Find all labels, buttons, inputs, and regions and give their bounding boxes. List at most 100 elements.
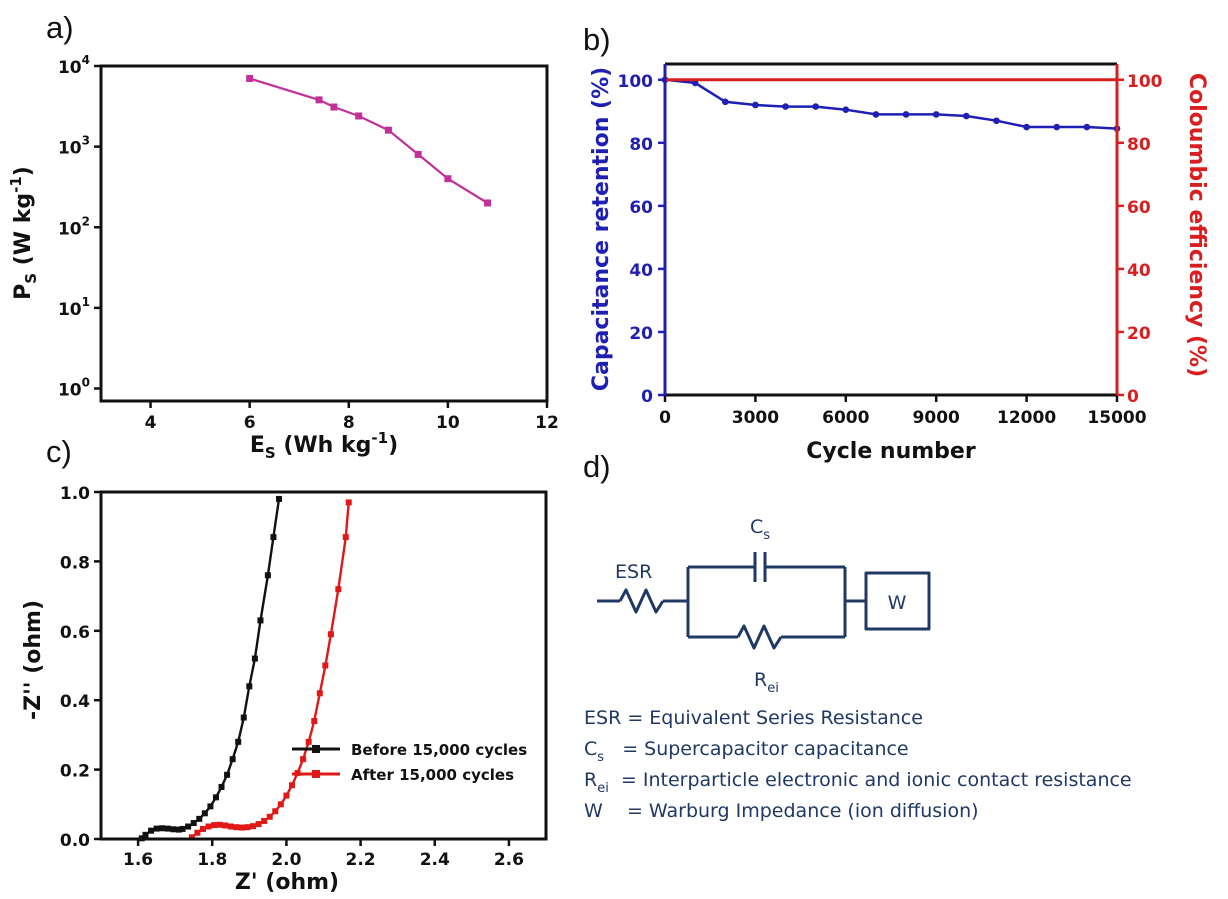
chart-a-point [315,96,323,104]
chart-c-after-point [322,662,329,669]
chart-c-y-tick-label: 0.6 [60,623,90,643]
chart-b-left-tick-label: 100 [618,72,654,92]
chart-a-x-axis-label: ES (Wh kg-1) [250,429,398,462]
chart-c-before-point [240,714,247,721]
chart-c-before-point [229,756,236,763]
chart-a-point [414,150,422,158]
chart-c-after-point [261,817,268,824]
circuit-legend-line: W = Warburg Impedance (ion diffusion) [584,800,979,822]
legend-label-before: Before 15,000 cycles [351,741,527,759]
chart-c-x-tick-label: 1.8 [197,850,227,870]
chart-c-after-point [250,823,257,830]
circuit-legend-description: = Equivalent Series Resistance [627,707,923,729]
chart-b-retention-point [1083,123,1091,131]
chart-c-after-point [272,808,279,815]
chart-c-x-tick-label: 2.0 [271,850,301,870]
circuit-legend-symbol: ESR [584,707,621,729]
chart-c-before-point [142,831,149,838]
chart-c-after-point [244,824,251,831]
circuit-legend-gap [609,769,621,791]
chart-c-y-ticks: 0.0 0.2 0.4 0.6 0.8 1.0 [60,484,101,851]
chart-c-y-tick-label: 1.0 [60,484,90,504]
chart-c-x-ticks: 1.6 1.8 2.0 2.2 2.4 2.6 [123,839,524,870]
circuit-legend: ESR = Equivalent Series Resistance Cs = S… [584,707,1132,822]
chart-c-after-point [188,834,195,841]
chart-c-after-point [345,499,352,506]
chart-a-point [355,112,363,120]
chart-c-after-point [227,823,234,830]
chart-c-y-tick-label: 0.2 [60,762,90,782]
chart-b-x-tick-label: 6000 [822,408,869,428]
chart-c-before-point [190,820,197,827]
chart-a-y-tick-label: 104 [58,53,90,78]
chart-a-marks [246,74,492,207]
chart-a-y-tick-exponent: 3 [82,134,90,148]
chart-b-left-tick-label: 40 [629,261,653,281]
chart-c: 1.6 1.8 2.0 2.2 2.4 2.6 0.0 0.2 0.4 0.6 0.8 1.0 Z'… [21,484,548,895]
chart-c-y-tick-label: 0.0 [60,831,90,851]
chart-c-before-point [164,825,171,832]
chart-c-before-point [185,823,192,830]
chart-c-before-point [212,794,219,801]
circuit-legend-description: = Interparticle electronic and ionic con… [621,769,1132,791]
chart-c-x-tick-label: 1.6 [123,850,153,870]
circuit-legend-subscript: ei [597,781,609,796]
chart-c-before-point [246,683,253,690]
chart-c-before-point [264,572,271,579]
circuit-diagram [597,552,931,650]
chart-b-right-tick-label: 20 [1127,324,1151,344]
chart-c-after-point [194,829,201,836]
chart-b-left-tick-label: 20 [629,324,653,344]
chart-b-right-tick-label: 60 [1127,198,1151,218]
chart-c-legend: Before 15,000 cycles After 15,000 cycles [292,741,527,784]
panel-label-b: b) [583,22,611,57]
chart-a-y-tick-label: 102 [58,214,90,239]
chart-a-y-tick-label: 100 [58,376,90,401]
chart-a-y-tick-base: 10 [58,219,82,239]
chart-b-retention-point [782,103,789,110]
chart-c-y-axis-label: -Z'' (ohm) [21,600,46,720]
chart-b-left-tick-label: 0 [641,387,653,407]
chart-b-retention-point [1053,123,1061,131]
chart-a-series-line [249,77,489,204]
circuit-legend-description: = Supercapacitor capacitance [622,738,908,760]
chart-a-y-tick-label: 103 [58,134,90,159]
chart-c-after-point [199,825,206,832]
chart-a-x-tick-label: 10 [436,413,460,433]
chart-c-after-point [277,801,284,808]
chart-b-retention-line [664,78,1118,130]
chart-b-retention-point [993,117,1000,125]
chart-a-x-ticks: 4 6 8 10 12 [145,401,559,433]
chart-b-y-ticks: 0 0 20 20 40 40 60 60 80 80 100 100 [618,72,1163,407]
chart-a-point [330,103,338,111]
esr-resistor-symbol [618,588,665,614]
chart-c-after-point [266,813,273,820]
chart-c-after-point [311,718,318,725]
chart-c-after-point [255,821,262,828]
chart-c-after-point [283,792,290,799]
chart-c-after-point [300,756,307,763]
chart-c-before-point [235,738,242,745]
circuit-legend-line: Cs = Supercapacitor capacitance [584,738,909,765]
chart-a-point [484,199,492,207]
chart-c-after-point [205,823,212,830]
circuit-legend-description: = Warburg Impedance (ion diffusion) [627,800,979,822]
chart-b-right-tick-label: 0 [1127,387,1139,407]
chart-c-before-point [170,826,177,833]
circuit-legend-symbol: W [584,800,603,822]
chart-a-x-tick-label: 12 [535,413,559,433]
chart-c-after-point [222,822,229,829]
circuit-legend-gap [604,738,622,760]
chart-c-x-axis-label: Z' (ohm) [235,870,339,895]
chart-b-right-tick-label: 80 [1127,135,1151,155]
chart-a-y-tick-exponent: 0 [82,376,90,390]
chart-b-retention-point [963,112,970,120]
chart-b-retention-point [932,111,940,118]
circuit-legend-subscript: s [597,750,604,765]
chart-c-after-point [216,821,223,828]
chart-a-point [384,126,392,134]
chart-a-point [444,175,452,183]
